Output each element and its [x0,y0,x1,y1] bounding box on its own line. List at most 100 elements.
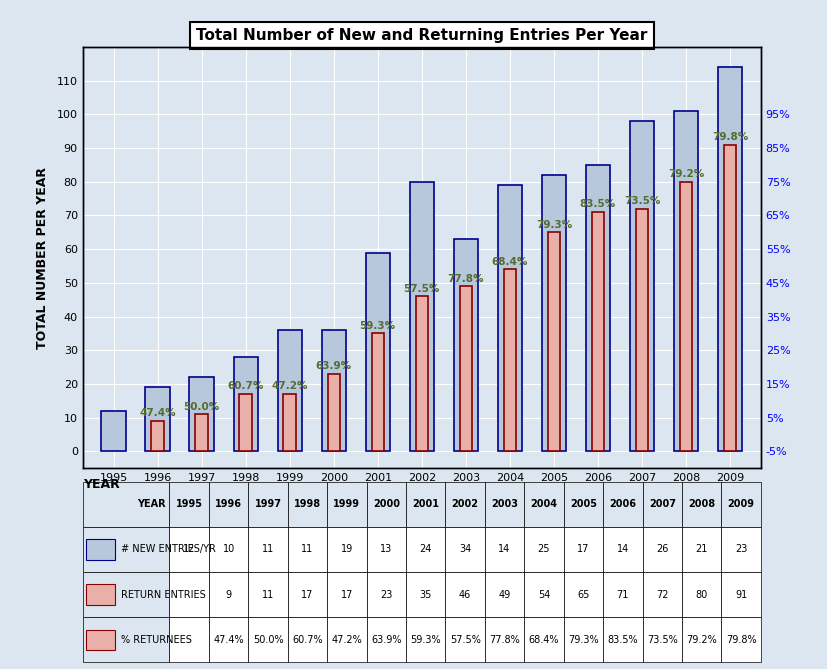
Bar [524,617,564,662]
Bar [248,482,288,527]
Bar [83,482,170,527]
Bar [485,572,524,617]
Bar [209,527,248,572]
Bar [406,572,446,617]
Text: 79.8%: 79.8% [726,635,757,645]
Text: 1996: 1996 [215,499,242,509]
Bar [322,330,346,452]
Bar [284,394,296,452]
Text: 83.5%: 83.5% [580,199,616,209]
Bar [233,357,258,452]
Text: 12: 12 [183,545,195,555]
Text: 79.3%: 79.3% [536,219,572,229]
Text: 11: 11 [262,545,274,555]
Bar [170,527,209,572]
Bar [680,182,692,452]
Text: 50.0%: 50.0% [253,635,284,645]
Text: 79.2%: 79.2% [668,169,704,179]
Text: 2005: 2005 [570,499,597,509]
Bar [406,617,446,662]
Text: 14: 14 [617,545,629,555]
Bar [288,572,327,617]
Text: 59.3%: 59.3% [360,320,396,330]
Text: YEAR: YEAR [83,478,119,491]
Text: 2004: 2004 [530,499,557,509]
Bar [327,374,340,452]
Bar [86,630,115,650]
Bar [682,527,721,572]
Text: 59.3%: 59.3% [410,635,441,645]
Text: 47.4%: 47.4% [213,635,244,645]
Text: 19: 19 [341,545,353,555]
Text: 68.4%: 68.4% [492,257,528,267]
Bar [170,482,209,527]
Text: % RETURNEES: % RETURNEES [121,635,191,645]
Text: 1995: 1995 [175,499,203,509]
Bar [248,527,288,572]
Bar [406,482,446,527]
Text: 13: 13 [380,545,392,555]
Bar [721,527,761,572]
Bar [643,527,682,572]
Text: 17: 17 [341,589,353,599]
Bar [327,527,366,572]
Bar [170,617,209,662]
Text: RETURN ENTRIES: RETURN ENTRIES [121,589,205,599]
Text: 21: 21 [696,545,708,555]
Bar [366,572,406,617]
Bar [446,617,485,662]
Y-axis label: TOTAL NUMBER PER YEAR: TOTAL NUMBER PER YEAR [36,167,49,349]
Text: 26: 26 [656,545,668,555]
Text: 49: 49 [499,589,511,599]
Text: 17: 17 [301,589,313,599]
Title: Total Number of New and Returning Entries Per Year: Total Number of New and Returning Entrie… [196,28,648,43]
Bar [327,482,366,527]
Text: 34: 34 [459,545,471,555]
Text: 77.8%: 77.8% [447,274,484,284]
Text: 79.2%: 79.2% [686,635,717,645]
Bar [409,182,434,452]
Bar [682,482,721,527]
Text: 60.7%: 60.7% [227,381,264,391]
Text: 63.9%: 63.9% [316,361,351,371]
Text: 73.5%: 73.5% [647,635,677,645]
Bar [682,572,721,617]
Bar [643,617,682,662]
Bar [446,572,485,617]
Bar [195,414,208,452]
Text: 24: 24 [419,545,432,555]
Bar [288,617,327,662]
Text: 2003: 2003 [491,499,518,509]
Text: 50.0%: 50.0% [184,401,220,411]
Bar [674,111,698,452]
Bar [524,527,564,572]
Text: 2006: 2006 [609,499,636,509]
Text: 1999: 1999 [333,499,361,509]
Bar [630,121,654,452]
Text: 60.7%: 60.7% [292,635,323,645]
Bar [189,377,213,452]
Text: 65: 65 [577,589,590,599]
Bar [460,286,472,452]
Bar [636,209,648,452]
Bar [504,270,516,452]
Bar [83,617,170,662]
Bar [406,527,446,572]
Bar [327,617,366,662]
Bar [485,617,524,662]
Bar [248,572,288,617]
Bar [454,239,478,452]
Bar [643,572,682,617]
Text: 57.5%: 57.5% [450,635,480,645]
Text: 72: 72 [656,589,668,599]
Text: 9: 9 [226,589,232,599]
Text: 2001: 2001 [412,499,439,509]
Bar [446,482,485,527]
Bar [209,482,248,527]
Bar [446,527,485,572]
Text: 73.5%: 73.5% [624,196,660,206]
Bar [718,67,742,452]
Text: 46: 46 [459,589,471,599]
Text: 2000: 2000 [373,499,399,509]
Bar [83,572,170,617]
